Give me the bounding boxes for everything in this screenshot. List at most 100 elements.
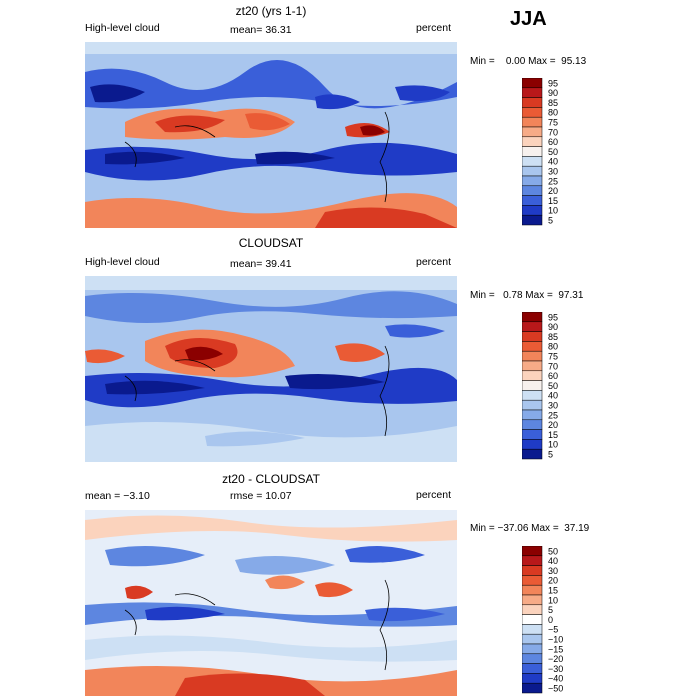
colorbar-tick-label: −5	[548, 625, 558, 635]
panel1-stats: Min = 0.00 Max = 95.13	[470, 56, 587, 67]
panel2-title: CLOUDSAT	[238, 236, 304, 250]
colorbar-swatch	[522, 136, 543, 147]
colorbar-tick-label: 50	[548, 381, 558, 391]
colorbar-tick-label: 30	[548, 401, 558, 411]
colorbar-swatch	[522, 594, 543, 606]
colorbar-tick-label: 5	[548, 216, 553, 226]
colorbar-swatch	[522, 126, 543, 138]
colorbar-tick-label: 15	[548, 586, 558, 596]
colorbar-swatch	[522, 565, 543, 576]
panel3-stats: Min = −37.06 Max = 37.19	[470, 523, 590, 534]
panel3-rmse-label: rmse = 10.07	[230, 490, 292, 502]
season-label: JJA	[510, 8, 547, 30]
colorbar-tick-label: 85	[548, 332, 558, 342]
colorbar-swatch	[522, 165, 543, 177]
colorbar-tick-label: 30	[548, 566, 558, 576]
colorbar-swatch	[522, 156, 543, 167]
colorbar-tick-label: 75	[548, 352, 558, 362]
colorbar-swatch	[522, 107, 543, 118]
panel2-map-svg	[85, 276, 457, 462]
panel2-colorbar: 95 90 85 80 75 70 60 50 40 30 25 20 15 10 5	[522, 312, 582, 462]
colorbar-swatch	[522, 214, 543, 226]
colorbar-tick-label: −50	[548, 684, 563, 694]
panel2-stats: Min = 0.78 Max = 97.31	[470, 290, 584, 301]
colorbar-swatch	[522, 185, 543, 196]
panel1-map-svg	[85, 42, 457, 228]
colorbar-swatch	[522, 575, 543, 586]
colorbar-tick-label: 80	[548, 108, 558, 118]
colorbar-tick-label: −40	[548, 674, 563, 684]
colorbar-swatch	[522, 380, 543, 391]
colorbar-tick-label: 20	[548, 186, 558, 196]
colorbar-swatch	[522, 439, 543, 450]
colorbar-tick-label: 90	[548, 322, 558, 332]
colorbar-tick-label: 50	[548, 546, 558, 556]
panel3-title: zt20 - CLOUDSAT	[222, 472, 320, 486]
colorbar-tick-label: 80	[548, 342, 558, 352]
colorbar-swatch	[522, 584, 543, 596]
colorbar-tick-label: 10	[548, 595, 558, 605]
colorbar-swatch	[522, 604, 543, 615]
panel3-colorbar: 50 40 30 20 15 10 5 0 −5 −10 −15 −20 −30 −40 −50	[522, 546, 582, 696]
colorbar-tick-label: 70	[548, 127, 558, 137]
colorbar-swatch	[522, 205, 543, 216]
panel2-variable-label: High-level cloud	[85, 256, 160, 268]
colorbar-swatch	[522, 87, 543, 98]
colorbar-tick-label: 25	[548, 176, 558, 186]
colorbar-tick-label: 60	[548, 371, 558, 381]
colorbar-tick-label: 15	[548, 430, 558, 440]
colorbar-tick-label: 10	[548, 206, 558, 216]
colorbar-tick-label: −15	[548, 644, 563, 654]
panel2-map	[85, 276, 457, 462]
colorbar-swatch	[522, 321, 543, 332]
colorbar-swatch	[522, 546, 543, 557]
colorbar-swatch	[522, 390, 543, 401]
colorbar-tick-label: 0	[548, 615, 553, 625]
colorbar-swatch	[522, 331, 543, 342]
colorbar-swatch	[522, 663, 543, 674]
colorbar-tick-label: −20	[548, 654, 563, 664]
panel2-mean-label: mean= 39.41	[230, 258, 292, 270]
colorbar-tick-label: 20	[548, 420, 558, 430]
colorbar-swatch	[522, 195, 543, 206]
colorbar-swatch	[522, 370, 543, 381]
colorbar-swatch	[522, 409, 543, 421]
colorbar-tick-label: 85	[548, 98, 558, 108]
colorbar-swatch	[522, 116, 543, 128]
colorbar-tick-label: 40	[548, 391, 558, 401]
colorbar-tick-label: 70	[548, 361, 558, 371]
colorbar-swatch	[522, 97, 543, 108]
colorbar-tick-label: 10	[548, 440, 558, 450]
colorbar-swatch	[522, 653, 543, 664]
colorbar-tick-label: 40	[548, 157, 558, 167]
colorbar-tick-label: −30	[548, 664, 563, 674]
colorbar-swatch	[522, 146, 543, 157]
colorbar-swatch	[522, 78, 543, 89]
panel1-map	[85, 42, 457, 228]
colorbar-tick-label: 90	[548, 88, 558, 98]
colorbar-tick-label: 15	[548, 196, 558, 206]
colorbar-swatch	[522, 350, 543, 362]
panel1-title: zt20 (yrs 1-1)	[235, 4, 307, 18]
colorbar-swatch	[522, 614, 543, 625]
panel2-units-label: percent	[416, 256, 452, 268]
colorbar-tick-label: 20	[548, 576, 558, 586]
panel3-map	[85, 510, 457, 696]
colorbar-swatch	[522, 673, 543, 684]
panel1-variable-label: High-level cloud	[85, 22, 160, 34]
colorbar-tick-label: 95	[548, 312, 558, 322]
colorbar-swatch	[522, 429, 543, 440]
colorbar-swatch	[522, 633, 543, 645]
colorbar-swatch	[522, 643, 543, 655]
panel3-units-label: percent	[416, 489, 452, 501]
colorbar-swatch	[522, 419, 543, 430]
colorbar-tick-label: 95	[548, 78, 558, 88]
colorbar-tick-label: 25	[548, 410, 558, 420]
colorbar-tick-label: 30	[548, 167, 558, 177]
colorbar-tick-label: 60	[548, 137, 558, 147]
colorbar-swatch	[522, 360, 543, 372]
colorbar-swatch	[522, 682, 543, 694]
